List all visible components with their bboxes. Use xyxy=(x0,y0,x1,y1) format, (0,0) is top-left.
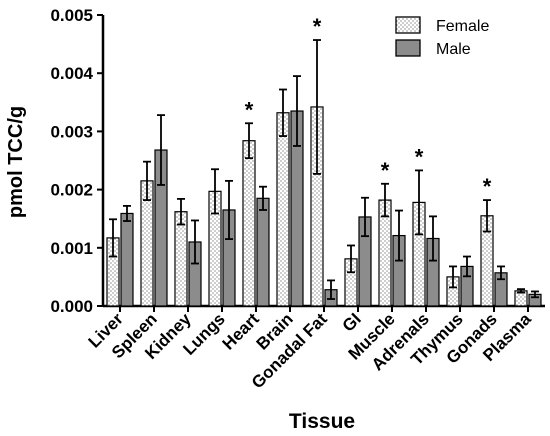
error-bar-female-gi xyxy=(347,244,355,274)
error-bar-female-spleen xyxy=(143,160,151,201)
significance-star-gonadal-fat: * xyxy=(313,14,322,39)
significance-star-heart: * xyxy=(245,97,254,122)
legend: Female Male xyxy=(395,16,489,58)
significance-star-muscle: * xyxy=(381,158,390,183)
error-bar-female-kidney xyxy=(177,198,185,226)
error-bar-male-kidney xyxy=(191,219,199,265)
error-bar-male-adrenals xyxy=(429,215,437,262)
legend-label-female: Female xyxy=(436,18,489,35)
error-bar-female-adrenals xyxy=(415,169,423,236)
error-bar-male-gi xyxy=(361,196,369,238)
bar-male-liver xyxy=(120,212,134,307)
error-bar-male-heart xyxy=(259,185,267,211)
significance-star-adrenals: * xyxy=(415,144,424,169)
error-bar-male-muscle xyxy=(395,209,403,262)
legend-swatch-female xyxy=(395,16,421,34)
y-tick-label: 0.000 xyxy=(50,297,93,316)
x-tick-label-heart: Heart xyxy=(219,309,263,353)
error-bar-female-thymus xyxy=(449,265,457,289)
x-axis-label: Tissue xyxy=(289,410,355,433)
y-tick-label: 0.003 xyxy=(50,122,93,141)
error-bar-female-plasma xyxy=(517,288,525,294)
error-bar-female-muscle xyxy=(381,182,389,218)
error-bar-female-lungs xyxy=(211,168,219,215)
error-bar-female-brain xyxy=(279,88,287,137)
significance-star-gonads: * xyxy=(483,174,492,199)
legend-swatch-male xyxy=(395,39,421,57)
error-bar-female-gonads xyxy=(483,199,491,233)
x-tick-labels: LiverSpleenKidneyLungsHeartBrainGonadal … xyxy=(85,309,536,392)
y-axis-label: pmol TCC/g xyxy=(5,106,27,218)
significance-markers: * * * * * xyxy=(245,14,492,199)
error-bar-male-gonads xyxy=(497,265,505,281)
x-tick-label-gi: GI xyxy=(339,309,365,335)
error-bar-male-gonadal-fat xyxy=(327,279,335,300)
error-bar-male-plasma xyxy=(531,290,539,299)
bars xyxy=(106,106,542,307)
error-bar-female-heart xyxy=(245,122,253,160)
error-bars xyxy=(109,39,539,300)
error-bar-male-spleen xyxy=(157,114,165,186)
error-bar-male-liver xyxy=(123,204,131,222)
error-bar-female-liver xyxy=(109,218,117,258)
error-bar-male-thymus xyxy=(463,255,471,278)
bar-male-heart xyxy=(256,197,270,307)
y-tick-labels: 0.000 0.001 0.002 0.003 0.004 0.005 xyxy=(50,6,93,316)
error-bar-male-brain xyxy=(293,75,301,147)
y-tick-label: 0.004 xyxy=(50,64,93,83)
legend-label-male: Male xyxy=(436,41,471,58)
bar-female-kidney xyxy=(174,211,188,307)
y-tick-label: 0.001 xyxy=(50,239,93,258)
error-bar-female-gonadal-fat xyxy=(313,39,321,175)
y-tick-label: 0.005 xyxy=(50,6,93,25)
y-tick-label: 0.002 xyxy=(50,181,93,200)
bar-female-heart xyxy=(242,140,256,307)
bar-female-brain xyxy=(276,112,290,307)
error-bar-male-lungs xyxy=(225,179,233,240)
